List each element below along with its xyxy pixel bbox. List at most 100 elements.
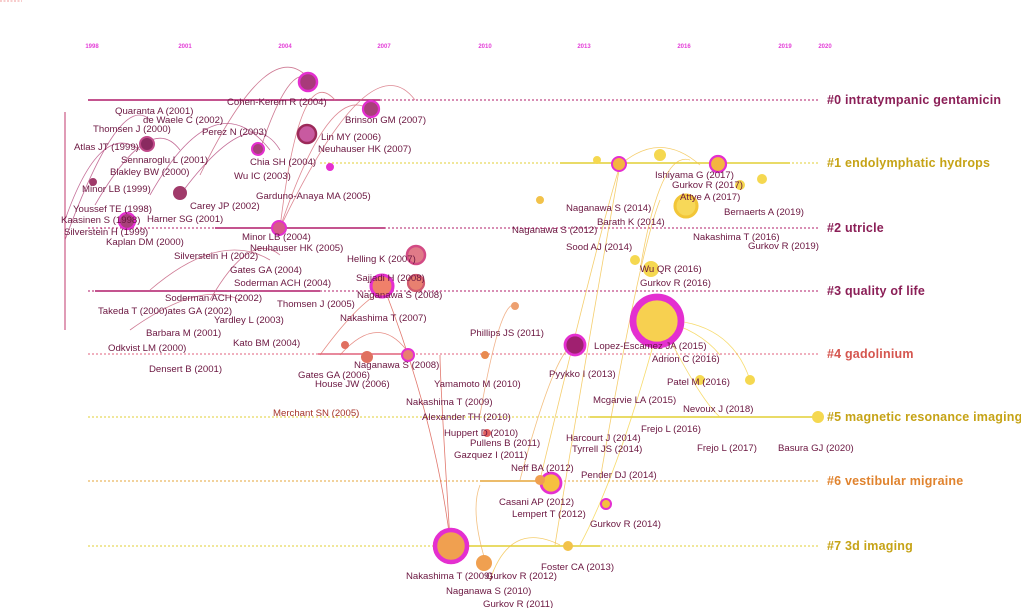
reference-node (369, 273, 395, 299)
reference-label: Foster CA (2013) (541, 562, 614, 573)
reference-node (117, 211, 137, 231)
reference-node (629, 293, 685, 349)
cluster-label: #2 utricle (827, 221, 884, 235)
year-label: 2004 (278, 44, 292, 50)
citation-link (599, 199, 661, 481)
reference-label: Barath K (2014) (597, 217, 665, 228)
reference-node (341, 341, 349, 349)
reference-label: Nevoux J (2018) (683, 404, 753, 415)
reference-label: Blakley BW (2000) (110, 167, 189, 178)
reference-label: Silverstein H (1999) (64, 227, 148, 238)
reference-node (401, 348, 415, 362)
reference-label: Neuhauser HK (2005) (250, 243, 343, 254)
reference-label: Frejo L (2016) (641, 424, 701, 435)
reference-label: Densert B (2001) (149, 364, 222, 375)
year-label: 2007 (377, 44, 391, 50)
reference-label: Naganawa S (2012) (512, 225, 597, 236)
reference-label: Wu IC (2003) (234, 171, 291, 182)
reference-label: Gates GA (2006) (298, 370, 370, 381)
citation-link (439, 354, 451, 541)
reference-label: Gurkov R (2012) (486, 571, 557, 582)
reference-label: Odkvist LM (2000) (108, 343, 186, 354)
reference-label: Yamamoto M (2010) (434, 379, 521, 390)
reference-node (405, 244, 427, 266)
reference-label: Helling K (2007) (347, 254, 416, 265)
reference-label: Tyrrell JS (2014) (572, 444, 642, 455)
reference-label: House JW (2006) (315, 379, 390, 390)
cluster-label: #4 gadolinium (827, 347, 914, 361)
cluster-label: #1 endolymphatic hydrops (827, 156, 990, 170)
reference-node (745, 375, 755, 385)
reference-node (593, 156, 601, 164)
cluster-labels: #0 intratympanic gentamicin #1 endolympha… (827, 93, 1021, 553)
reference-label: Yardley L (2003) (214, 315, 284, 326)
citation-link (384, 289, 451, 541)
reference-label: Silverstein H (2002) (174, 251, 258, 262)
reference-node (611, 156, 627, 172)
reference-labels: Cohen-Kerem R (2004) Quaranta A (2001) Bri… (61, 97, 854, 608)
year-label: 2010 (478, 44, 492, 50)
reference-label: Lopez-Escamez JA (2015) (594, 341, 707, 352)
citation-link (64, 114, 151, 241)
citation-link (279, 85, 416, 229)
reference-node (600, 498, 612, 510)
reference-label: Sood AJ (2014) (566, 242, 632, 253)
reference-label: Basura GJ (2020) (778, 443, 854, 454)
reference-label: Gurkov R (2019) (748, 241, 819, 252)
reference-node (536, 196, 544, 204)
citation-link (619, 147, 701, 166)
reference-label: Soderman ACH (2004) (234, 278, 331, 289)
reference-label: Sennaroglu L (2001) (121, 155, 208, 166)
reference-label: Wu QR (2016) (640, 264, 702, 275)
reference-label: Gurkov R (2016) (640, 278, 711, 289)
reference-label: Adrion C (2016) (652, 354, 720, 365)
reference-label: Thomsen J (2005) (277, 299, 355, 310)
reference-label: Pyykko I (2013) (549, 369, 616, 380)
reference-label: Takeda T (2000)ates GA (2002) (98, 306, 232, 317)
reference-label: Gazquez I (2011) (454, 450, 527, 461)
reference-node (757, 174, 767, 184)
citation-link (579, 319, 661, 546)
reference-node (139, 136, 155, 152)
reference-label: Naganawa S (2014) (566, 203, 651, 214)
reference-label: Gurkov R (2014) (590, 519, 661, 530)
reference-label: Huppert D (2010) (444, 428, 518, 439)
reference-label: Quaranta A (2001) (115, 106, 193, 117)
reference-label: Minor LB (2004) (242, 232, 311, 243)
citation-link (129, 293, 241, 331)
reference-node (89, 178, 97, 186)
reference-label: Atlas JT (1999) (74, 142, 139, 153)
reference-label: Nakashima T (2009) (406, 397, 493, 408)
cluster-label: #5 magnetic resonance imaging (827, 410, 1021, 424)
year-label: 2020 (818, 44, 832, 50)
reference-label: Nakashima T (2016) (693, 232, 780, 243)
year-label: 2016 (677, 44, 691, 50)
cluster-lines (64, 99, 820, 547)
reference-label: Thomsen J (2000) (93, 124, 171, 135)
reference-label: Soderman ACH (2002) (165, 293, 262, 304)
reference-node (296, 123, 318, 145)
reference-label: Carey JP (2002) (190, 201, 260, 212)
reference-label: Lempert T (2012) (512, 509, 586, 520)
reference-node (535, 475, 545, 485)
citation-link (519, 343, 581, 481)
reference-label: Harner SG (2001) (147, 214, 223, 225)
reference-node (673, 193, 699, 219)
reference-label: de Waele C (2002) (143, 115, 223, 126)
reference-label: Brinson GM (2007) (345, 115, 426, 126)
reference-label: Pullens B (2011) (470, 438, 540, 449)
reference-label: Chia SH (2004) (250, 157, 316, 168)
reference-node (563, 333, 587, 357)
reference-node (511, 302, 519, 310)
reference-node (643, 261, 659, 277)
reference-label: Neuhauser HK (2007) (318, 144, 411, 155)
reference-node (361, 351, 373, 363)
reference-node (271, 220, 287, 236)
reference-label: Pender DJ (2014) (581, 470, 657, 481)
reference-label: Gurkov R (2011) (483, 599, 553, 608)
citation-link (554, 164, 621, 546)
reference-node (406, 273, 426, 293)
reference-label: Minor LB (1999) (82, 184, 151, 195)
reference-label: Gates GA (2004) (230, 265, 302, 276)
